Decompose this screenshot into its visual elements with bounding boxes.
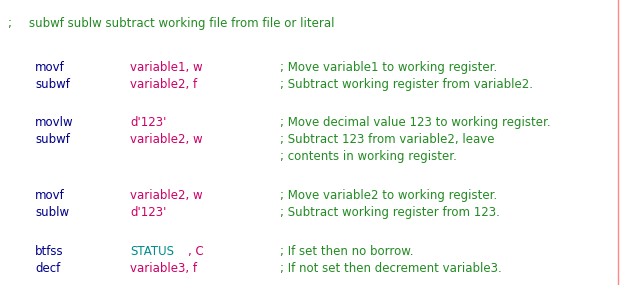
Text: d'123': d'123': [130, 116, 166, 129]
Text: movf: movf: [35, 61, 65, 74]
Text: variable2, w: variable2, w: [130, 189, 203, 202]
Text: subwf: subwf: [35, 78, 70, 91]
Text: variable3, f: variable3, f: [130, 262, 197, 275]
Text: btfss: btfss: [35, 245, 64, 258]
Text: ; Subtract working register from variable2.: ; Subtract working register from variabl…: [280, 78, 533, 91]
Text: decf: decf: [35, 262, 61, 275]
Text: ;: ;: [7, 17, 11, 30]
Text: sublw: sublw: [35, 206, 69, 219]
Text: ; If set then no borrow.: ; If set then no borrow.: [280, 245, 413, 258]
Text: movlw: movlw: [35, 116, 74, 129]
Text: ; Move variable1 to working register.: ; Move variable1 to working register.: [280, 61, 497, 74]
Text: ; Subtract 123 from variable2, leave: ; Subtract 123 from variable2, leave: [280, 133, 494, 146]
Text: ; contents in working register.: ; contents in working register.: [280, 150, 457, 163]
Text: subwf sublw subtract working file from file or literal: subwf sublw subtract working file from f…: [14, 17, 334, 30]
Text: d'123': d'123': [130, 206, 166, 219]
Text: subwf: subwf: [35, 133, 70, 146]
Text: ; If not set then decrement variable3.: ; If not set then decrement variable3.: [280, 262, 502, 275]
Text: movf: movf: [35, 189, 65, 202]
Text: variable1, w: variable1, w: [130, 61, 203, 74]
Text: variable2, w: variable2, w: [130, 133, 203, 146]
Text: , C: , C: [188, 245, 204, 258]
Text: ; Subtract working register from 123.: ; Subtract working register from 123.: [280, 206, 500, 219]
Text: ; Move decimal value 123 to working register.: ; Move decimal value 123 to working regi…: [280, 116, 550, 129]
Text: STATUS: STATUS: [130, 245, 174, 258]
Text: ; Move variable2 to working register.: ; Move variable2 to working register.: [280, 189, 497, 202]
Text: variable2, f: variable2, f: [130, 78, 197, 91]
